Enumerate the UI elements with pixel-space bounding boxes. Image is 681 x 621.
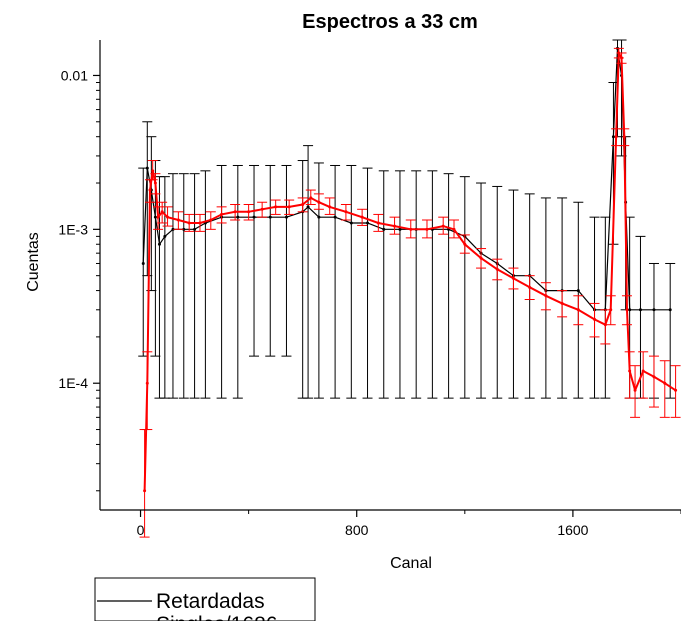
chart-title: Espectros a 33 cm xyxy=(302,11,478,33)
data-point xyxy=(668,308,672,312)
data-point xyxy=(614,135,618,139)
ticks-layer: 0 800 1600 0.01 1E-3 1E-4 xyxy=(58,67,681,538)
data-point xyxy=(409,227,413,231)
series-line xyxy=(142,48,671,311)
legend-label-retardadas: Retardadas xyxy=(156,590,265,613)
data-point xyxy=(633,388,637,392)
data-point xyxy=(182,227,186,231)
data-point xyxy=(366,221,370,225)
data-point xyxy=(479,256,483,260)
legend: Retardadas Singles/1686 xyxy=(94,577,316,621)
data-point xyxy=(157,242,161,246)
data-point xyxy=(641,369,645,373)
data-point xyxy=(652,375,656,379)
y-tick-label: 1E-4 xyxy=(58,375,88,391)
data-point xyxy=(425,227,429,231)
data-point xyxy=(544,294,548,298)
data-point xyxy=(171,227,175,231)
data-point xyxy=(236,215,240,219)
data-point xyxy=(360,215,364,219)
legend-label-singles: Singles/1686 xyxy=(156,613,277,621)
data-point xyxy=(349,221,353,225)
data-point xyxy=(163,234,167,238)
data-point xyxy=(274,205,278,209)
data-point xyxy=(233,210,237,214)
data-point xyxy=(160,210,164,214)
data-point xyxy=(603,323,607,327)
data-point xyxy=(268,215,272,219)
data-point xyxy=(260,207,264,211)
y-tick-label: 1E-3 xyxy=(58,221,88,237)
data-point xyxy=(382,227,386,231)
data-point xyxy=(153,181,157,185)
data-point xyxy=(560,301,564,305)
data-point xyxy=(674,388,678,392)
x-tick-label: 0 xyxy=(137,522,145,538)
data-point xyxy=(628,308,632,312)
series-singles xyxy=(139,47,681,538)
x-tick-label: 1600 xyxy=(557,522,588,538)
data-point xyxy=(317,200,321,204)
data-point xyxy=(328,205,332,209)
data-point xyxy=(452,227,456,231)
x-axis-label: Canal xyxy=(390,555,432,572)
data-point xyxy=(609,308,613,312)
series-layer xyxy=(138,39,681,538)
data-point xyxy=(153,215,157,219)
data-point xyxy=(625,308,629,312)
series-retardadas xyxy=(138,39,676,399)
data-point xyxy=(620,56,624,60)
data-point xyxy=(611,135,615,139)
data-point xyxy=(628,369,632,373)
data-point xyxy=(333,215,337,219)
data-point xyxy=(652,308,656,312)
data-point xyxy=(198,221,202,225)
data-point xyxy=(176,218,180,222)
data-point xyxy=(393,224,397,228)
data-point xyxy=(247,210,251,214)
x-tick-label: 800 xyxy=(345,522,369,538)
data-point xyxy=(156,215,160,219)
data-point xyxy=(209,218,213,222)
data-point xyxy=(287,205,291,209)
data-point xyxy=(317,215,321,219)
data-point xyxy=(193,227,197,231)
data-point xyxy=(528,285,532,289)
data-point xyxy=(511,276,515,280)
data-point xyxy=(495,267,499,271)
legend-box xyxy=(94,577,316,621)
data-point xyxy=(306,205,310,209)
data-point xyxy=(309,196,313,200)
data-point xyxy=(143,489,147,493)
series-line xyxy=(143,49,677,491)
data-point xyxy=(576,289,580,293)
data-point xyxy=(151,169,155,173)
data-point xyxy=(145,166,149,170)
data-point xyxy=(576,308,580,312)
data-point xyxy=(344,210,348,214)
axes-layer xyxy=(99,40,681,511)
data-point xyxy=(145,381,149,385)
data-point xyxy=(301,203,305,207)
data-point xyxy=(441,224,445,228)
data-point xyxy=(376,221,380,225)
y-tick-label: 0.01 xyxy=(61,67,88,83)
data-point xyxy=(141,261,145,265)
data-point xyxy=(187,221,191,225)
data-point xyxy=(593,317,597,321)
data-point xyxy=(148,188,152,192)
data-point xyxy=(463,242,467,246)
data-point xyxy=(663,381,667,385)
data-point xyxy=(617,51,621,55)
data-point xyxy=(622,135,626,139)
data-point xyxy=(220,212,224,216)
data-point xyxy=(284,215,288,219)
data-point xyxy=(398,227,402,231)
data-point xyxy=(638,308,642,312)
data-point xyxy=(252,215,256,219)
data-point xyxy=(166,215,170,219)
y-axis-label: Cuentas xyxy=(25,232,42,292)
